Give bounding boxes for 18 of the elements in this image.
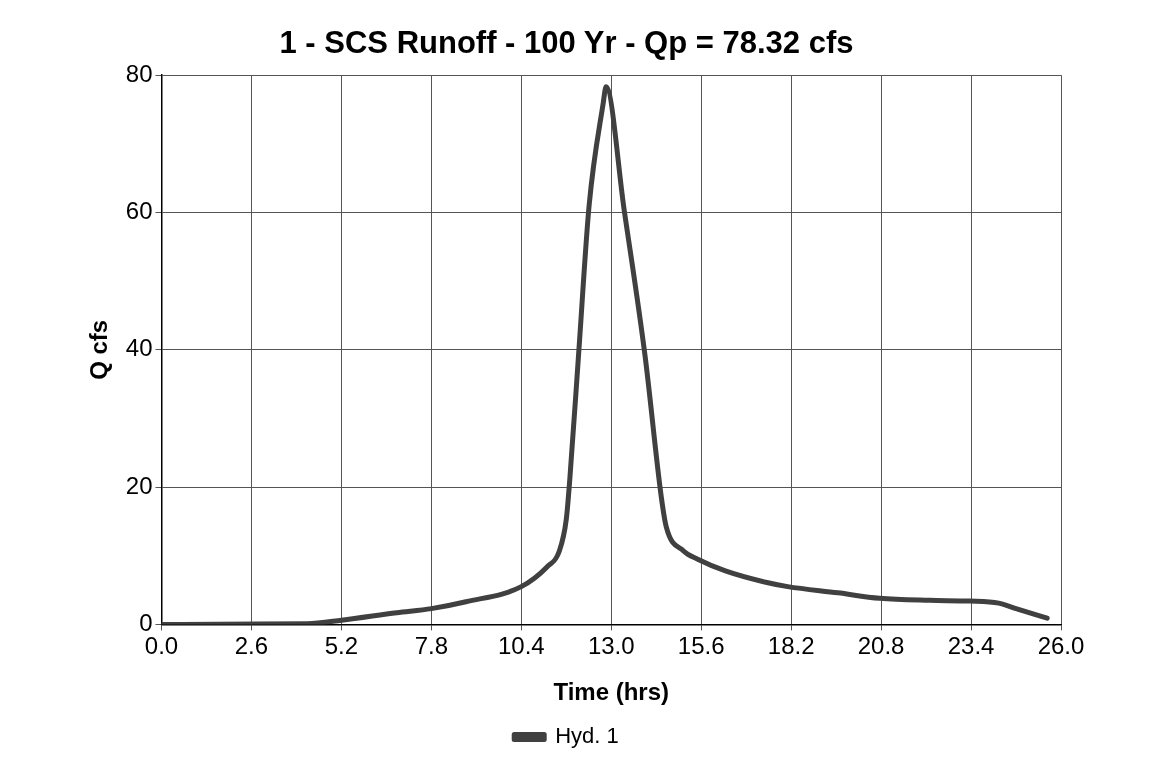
y-axis-title: Q cfs: [85, 319, 113, 380]
x-tick-label: 7.8: [414, 632, 449, 660]
x-tick-label: 10.4: [497, 632, 545, 660]
x-tick-label: 18.2: [767, 632, 815, 660]
chart-title: 1 - SCS Runoff - 100 Yr - Qp = 78.32 cfs: [279, 25, 854, 61]
y-tick-label: 20: [125, 471, 153, 499]
x-axis-title: Time (hrs): [553, 678, 670, 706]
x-tick-label: 26.0: [1037, 632, 1085, 660]
x-tick-label: 2.6: [234, 632, 269, 660]
x-tick-label: 15.6: [677, 632, 725, 660]
y-tick-label: 60: [125, 197, 153, 225]
legend-label: Hyd. 1: [555, 723, 619, 749]
x-tick-label: 23.4: [947, 632, 995, 660]
x-tick-label: 5.2: [324, 632, 359, 660]
y-tick-label: 40: [125, 334, 153, 362]
y-tick-label: 80: [125, 59, 153, 87]
x-tick-label: 20.8: [857, 632, 905, 660]
x-tick-label: 13.0: [587, 632, 635, 660]
